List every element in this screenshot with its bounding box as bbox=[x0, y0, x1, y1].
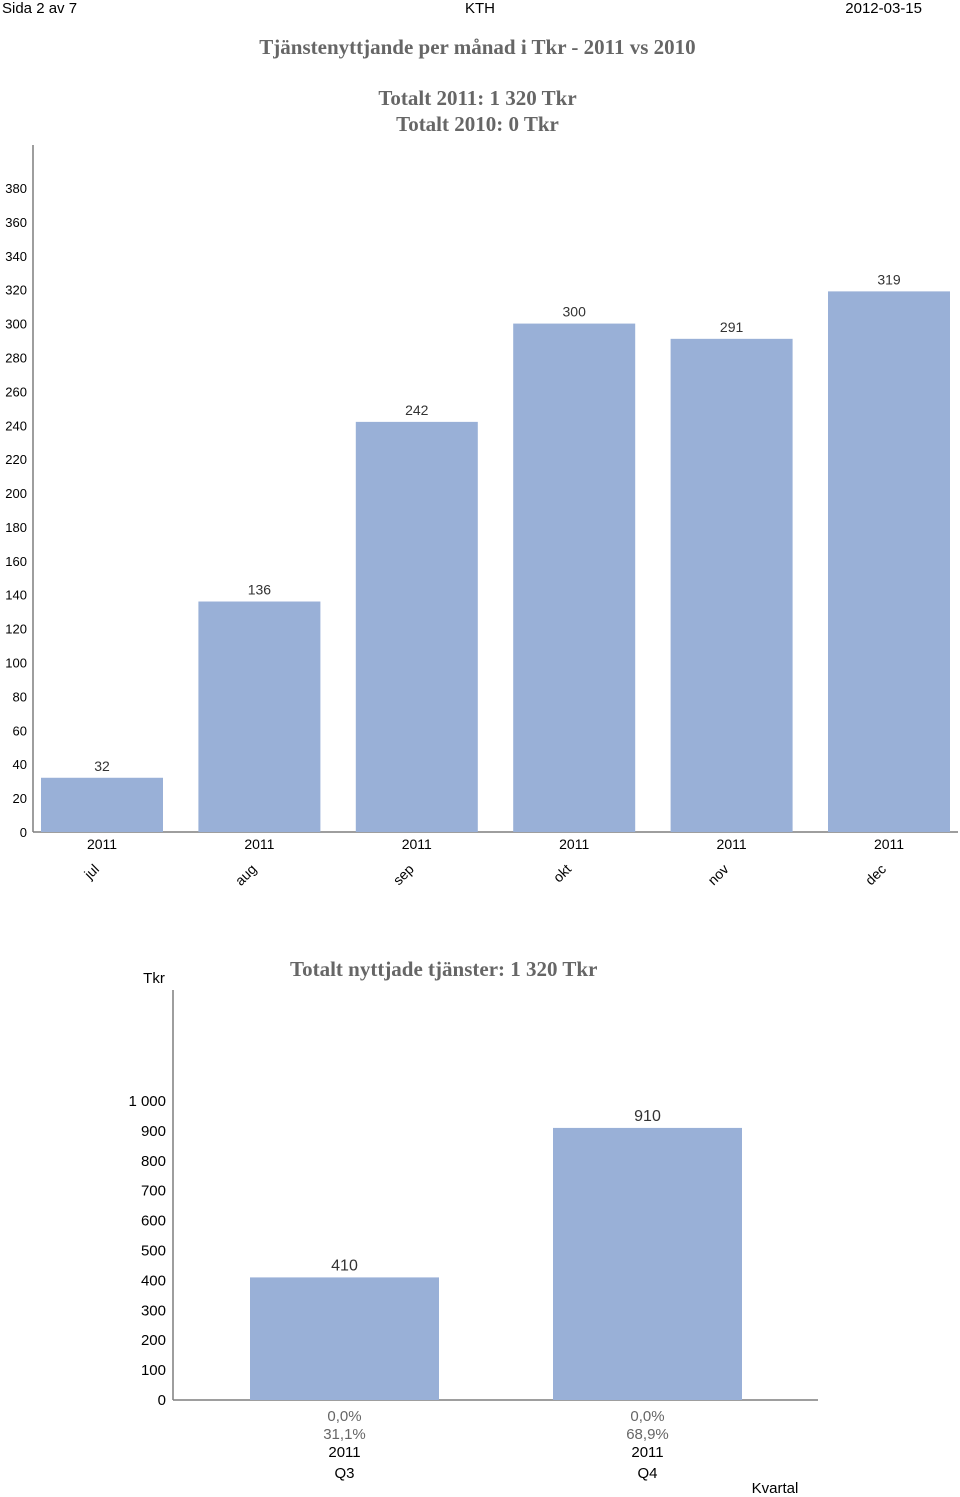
bar-value-label: 319 bbox=[877, 271, 901, 287]
y-tick-label: 1 000 bbox=[128, 1093, 166, 1110]
x-quarter-label: Q4 bbox=[637, 1465, 657, 1482]
y-tick-label: 60 bbox=[13, 723, 27, 738]
page-number: Sida 2 av 7 bbox=[2, 0, 78, 17]
monthly-usage-chart: 0 20 40 60 80 100 120 140 160 180 200 220 240 260 280 3… bbox=[5, 145, 958, 889]
bar-value-label: 242 bbox=[405, 402, 429, 418]
bar-value-label: 32 bbox=[94, 758, 110, 774]
x-year-label: 2011 bbox=[559, 836, 589, 852]
x-year-label: 2011 bbox=[874, 836, 904, 852]
x-year-label: 2011 bbox=[631, 1444, 663, 1461]
bar-jul bbox=[41, 777, 163, 832]
chart2-title: Totalt nyttjade tjänster: 1 320 Tkr bbox=[290, 957, 598, 981]
bar-q4 bbox=[553, 1127, 742, 1400]
y-tick-label: 160 bbox=[5, 554, 27, 569]
x-quarter-label: Q3 bbox=[334, 1465, 354, 1482]
y-tick-label: 900 bbox=[141, 1123, 166, 1140]
y-tick-label: 280 bbox=[5, 350, 27, 365]
x-year-label: 2011 bbox=[717, 836, 747, 852]
y-tick-label: 100 bbox=[5, 656, 27, 671]
bar-sep bbox=[355, 421, 478, 832]
x-year-label: 2011 bbox=[87, 836, 117, 852]
y-tick-label: 100 bbox=[141, 1362, 166, 1379]
bar-value-label: 910 bbox=[634, 1108, 661, 1125]
y-tick-label: 80 bbox=[13, 689, 27, 704]
bar-aug bbox=[198, 601, 321, 832]
y-tick-label: 200 bbox=[5, 486, 27, 501]
y-tick-label: 240 bbox=[5, 418, 27, 433]
bar-okt bbox=[513, 323, 636, 832]
y-tick-label: 340 bbox=[5, 249, 27, 264]
chart1-subtitle-2011: Totalt 2011: 1 320 Tkr bbox=[378, 86, 577, 110]
y-tick-label: 300 bbox=[141, 1302, 166, 1319]
x-year-label: 2011 bbox=[244, 836, 274, 852]
organization: KTH bbox=[465, 0, 495, 17]
y-tick-label: 0 bbox=[20, 825, 27, 840]
y-tick-label: 40 bbox=[13, 757, 27, 772]
y-tick-label: 700 bbox=[141, 1183, 166, 1200]
y-tick-label: 320 bbox=[5, 283, 27, 298]
bar-value-label: 291 bbox=[720, 319, 744, 335]
x-percent-label: 0,0% bbox=[327, 1408, 361, 1425]
chart1-title: Tjänstenyttjande per månad i Tkr - 2011 … bbox=[259, 35, 696, 59]
x-percent-label: 68,9% bbox=[626, 1426, 669, 1443]
y-tick-label: 220 bbox=[5, 452, 27, 467]
y-tick-label: 120 bbox=[5, 622, 27, 637]
x-percent-label: 0,0% bbox=[630, 1408, 664, 1425]
y-tick-label: 500 bbox=[141, 1243, 166, 1260]
y-tick-label: 800 bbox=[141, 1153, 166, 1170]
bar-nov bbox=[670, 338, 793, 832]
x-percent-label: 31,1% bbox=[323, 1426, 366, 1443]
y-tick-label: 0 bbox=[158, 1392, 166, 1409]
x-axis-title: Kvartal bbox=[752, 1480, 799, 1497]
chart1-subtitle-2010: Totalt 2010: 0 Tkr bbox=[396, 112, 559, 136]
y-tick-label: 20 bbox=[13, 791, 27, 806]
y-tick-label: 400 bbox=[141, 1272, 166, 1289]
bar-q3 bbox=[250, 1277, 439, 1400]
bar-value-label: 300 bbox=[563, 304, 587, 320]
x-year-label: 2011 bbox=[402, 836, 432, 852]
x-year-label: 2011 bbox=[328, 1444, 360, 1461]
y-tick-label: 300 bbox=[5, 317, 27, 332]
bar-value-label: 136 bbox=[248, 582, 272, 598]
y-tick-label: 180 bbox=[5, 520, 27, 535]
y-axis-title: Tkr bbox=[143, 970, 165, 987]
bar-dec bbox=[828, 291, 950, 833]
y-tick-label: 200 bbox=[141, 1332, 166, 1349]
y-tick-label: 260 bbox=[5, 384, 27, 399]
report-date: 2012-03-15 bbox=[845, 0, 922, 17]
y-tick-label: 600 bbox=[141, 1213, 166, 1230]
y-tick-label: 140 bbox=[5, 588, 27, 603]
bar-value-label: 410 bbox=[331, 1257, 358, 1274]
y-tick-label: 360 bbox=[5, 215, 27, 230]
y-tick-label: 380 bbox=[5, 181, 27, 196]
